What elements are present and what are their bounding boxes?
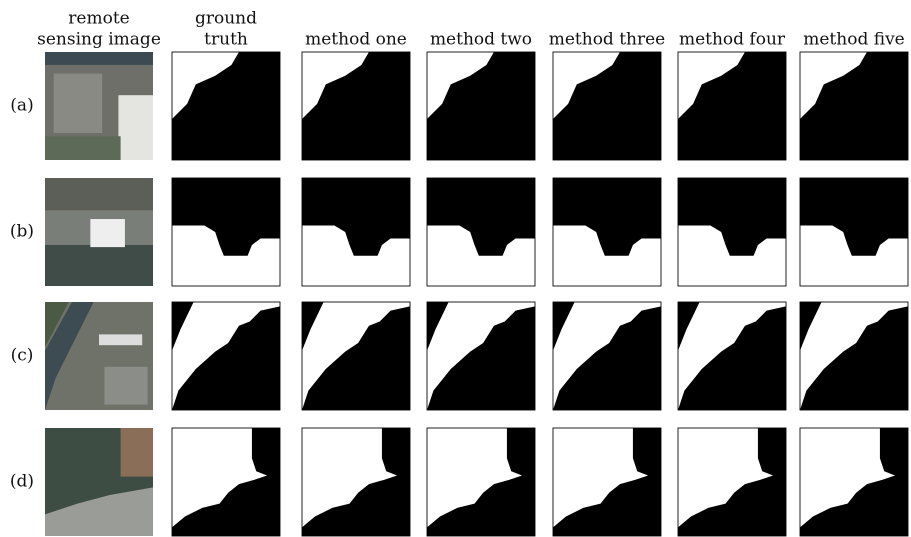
segmentation-mask: [302, 428, 410, 536]
remote-sensing-image: [45, 302, 153, 410]
segmentation-mask: [678, 302, 786, 410]
image-content: [553, 178, 661, 286]
column-header: method five: [803, 30, 905, 50]
segmentation-mask: [427, 428, 535, 536]
image-content: [800, 428, 908, 536]
segmentation-mask: [427, 302, 535, 410]
image-content: [302, 428, 410, 536]
segmentation-mask: [678, 52, 786, 160]
image-content: [553, 302, 661, 410]
segmentation-mask: [302, 178, 410, 286]
image-content: [678, 178, 786, 286]
image-content: [172, 178, 280, 286]
row-label: (d): [10, 472, 34, 492]
image-content: [45, 178, 153, 286]
segmentation-mask: [172, 178, 280, 286]
remote-sensing-image: [45, 178, 153, 286]
image-content: [427, 178, 535, 286]
column-header: ground: [195, 9, 257, 29]
column-header: method one: [305, 30, 407, 50]
segmentation-mask: [800, 178, 908, 286]
segmentation-mask: [800, 52, 908, 160]
remote-sensing-image: [45, 428, 153, 536]
segmentation-mask: [172, 302, 280, 410]
segmentation-mask: [678, 178, 786, 286]
image-content: [302, 52, 410, 160]
image-content: [172, 428, 280, 536]
image-content: [678, 302, 786, 410]
image-content: [678, 428, 786, 536]
image-content: [302, 178, 410, 286]
segmentation-mask: [553, 178, 661, 286]
column-header: sensing image: [37, 30, 161, 50]
row-label: (a): [10, 96, 33, 116]
column-header: truth: [204, 30, 248, 50]
segmentation-mask: [553, 302, 661, 410]
image-content: [302, 302, 410, 410]
image-content: [553, 428, 661, 536]
segmentation-mask: [800, 302, 908, 410]
image-content: [800, 302, 908, 410]
image-content: [172, 302, 280, 410]
image-content: [553, 52, 661, 160]
image-content: [427, 302, 535, 410]
image-content: [678, 52, 786, 160]
row-label: (c): [11, 346, 34, 366]
remote-sensing-image: [45, 52, 153, 160]
segmentation-mask: [172, 52, 280, 160]
segmentation-mask: [553, 428, 661, 536]
image-content: [45, 52, 153, 160]
image-content: [800, 178, 908, 286]
figure: remotesensing image groundtruth method one…: [0, 0, 911, 537]
image-content: [172, 52, 280, 160]
column-header: remote: [68, 9, 129, 29]
column-header: method three: [549, 30, 666, 50]
segmentation-mask: [302, 302, 410, 410]
image-content: [427, 428, 535, 536]
image-content: [427, 52, 535, 160]
row-label: (b): [10, 222, 34, 242]
segmentation-mask: [172, 428, 280, 536]
segmentation-mask: [427, 52, 535, 160]
column-header: method two: [430, 30, 532, 50]
segmentation-mask: [302, 52, 410, 160]
column-header: method four: [679, 30, 786, 50]
segmentation-mask: [800, 428, 908, 536]
segmentation-mask: [678, 428, 786, 536]
image-content: [45, 302, 153, 410]
segmentation-mask: [553, 52, 661, 160]
image-content: [45, 428, 153, 536]
image-content: [800, 52, 908, 160]
segmentation-mask: [427, 178, 535, 286]
